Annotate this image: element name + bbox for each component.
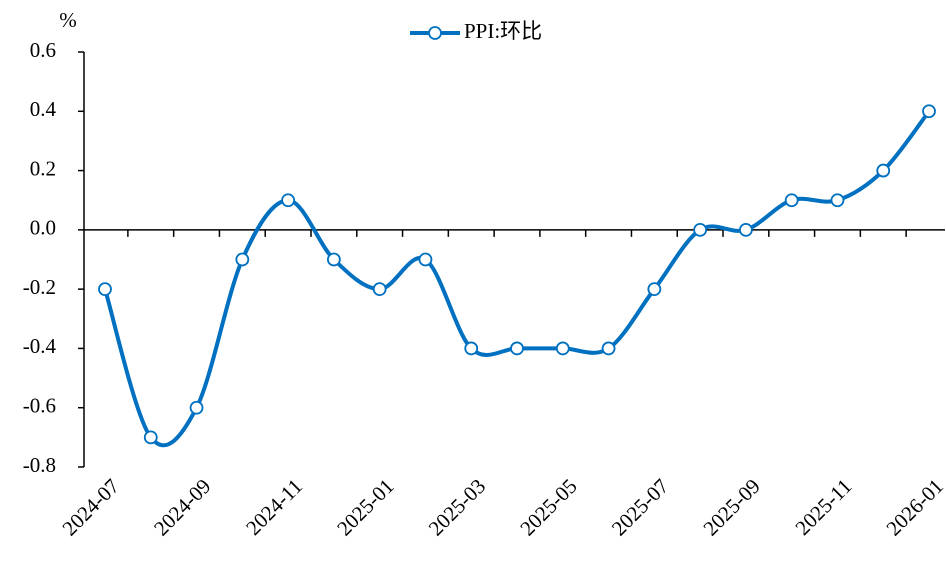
x-tick-label: 2025-05 bbox=[515, 474, 581, 540]
y-tick-label: 0.0 bbox=[30, 216, 56, 240]
y-tick-label: -0.6 bbox=[23, 394, 56, 418]
x-tick-label: 2024-07 bbox=[57, 474, 123, 540]
y-tick-label: -0.8 bbox=[23, 453, 56, 477]
legend-marker bbox=[428, 26, 442, 40]
x-tick-label: 2025-03 bbox=[424, 474, 490, 540]
point-marker bbox=[281, 193, 296, 208]
point-marker bbox=[739, 222, 753, 237]
x-tick-label: 2025-09 bbox=[698, 474, 764, 540]
legend-label: PPI:环比 bbox=[464, 19, 542, 43]
y-tick-label: -0.4 bbox=[23, 334, 57, 358]
point-marker bbox=[189, 400, 204, 415]
y-tick-label: 0.6 bbox=[30, 38, 56, 62]
point-marker bbox=[784, 193, 799, 208]
point-marker bbox=[98, 282, 112, 297]
point-marker bbox=[143, 430, 158, 445]
point-marker bbox=[647, 282, 662, 297]
y-axis-unit: % bbox=[59, 8, 77, 32]
point-marker bbox=[830, 193, 845, 208]
y-tick-label: 0.2 bbox=[30, 156, 56, 180]
point-marker bbox=[464, 341, 479, 356]
x-tick-label: 2024-11 bbox=[241, 474, 307, 540]
x-tick-label: 2026-01 bbox=[882, 474, 946, 540]
point-marker bbox=[555, 341, 570, 356]
point-marker bbox=[326, 252, 341, 267]
point-marker bbox=[922, 104, 936, 119]
y-tick-label: 0.4 bbox=[30, 97, 57, 121]
point-marker bbox=[601, 341, 616, 356]
x-tick-label: 2025-11 bbox=[790, 474, 856, 540]
x-tick-label: 2025-07 bbox=[607, 474, 673, 540]
series-line bbox=[103, 110, 931, 448]
x-tick-label: 2024-09 bbox=[149, 474, 215, 540]
y-tick-label: -0.2 bbox=[23, 275, 56, 299]
point-marker bbox=[372, 282, 387, 297]
x-tick-label: 2025-01 bbox=[332, 474, 398, 540]
point-marker bbox=[876, 163, 891, 178]
point-marker bbox=[510, 341, 524, 356]
point-marker bbox=[235, 252, 250, 267]
point-marker bbox=[418, 252, 433, 267]
point-marker bbox=[693, 222, 708, 237]
